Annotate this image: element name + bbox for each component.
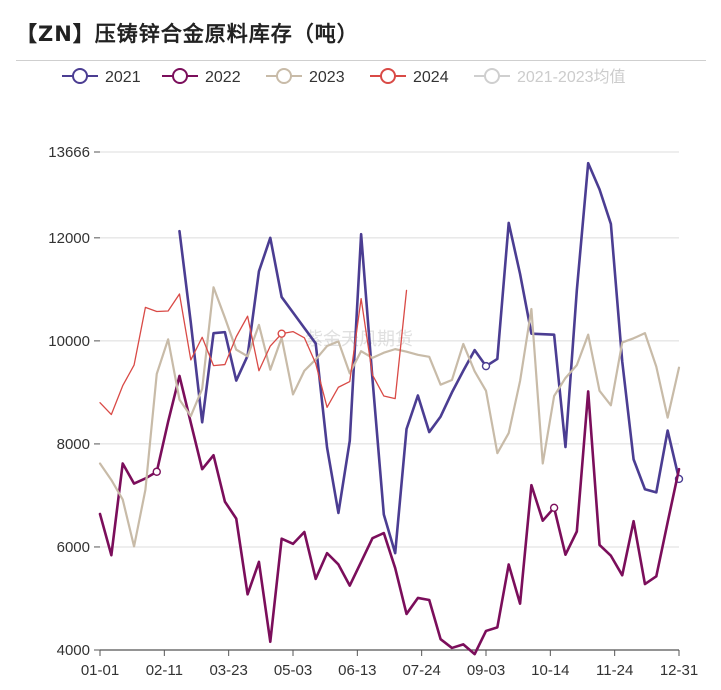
legend-item-2024[interactable]: 2024: [370, 68, 449, 86]
legend-label: 2021: [105, 69, 141, 86]
title-divider: [16, 60, 706, 61]
y-tick-label: 13666: [48, 144, 90, 161]
legend-label: 2023: [309, 69, 345, 86]
series-marker-2021[interactable]: [481, 361, 491, 371]
legend[interactable]: 2021 2022 2023 2024 2021-2023均值: [62, 68, 626, 86]
series-marker-2022[interactable]: [549, 503, 559, 513]
x-tick-label: 07-24: [402, 662, 440, 679]
y-tick-label: 10000: [48, 333, 90, 350]
legend-swatch-marker: [380, 68, 396, 84]
watermark: 紫金天风期货: [305, 329, 413, 350]
x-tick-label: 05-03: [274, 662, 312, 679]
legend-swatch-marker: [276, 68, 292, 84]
legend-swatch-marker: [72, 68, 88, 84]
legend-swatch-marker: [484, 68, 500, 84]
series-line-2022[interactable]: [98, 374, 681, 656]
x-tick-label: 03-23: [209, 662, 247, 679]
y-tick-label: 8000: [57, 436, 90, 453]
x-tick-label: 11-24: [596, 662, 633, 679]
y-tick-label: 4000: [57, 642, 90, 659]
chart-title: 【ZN】压铸锌合金原料库存（吨）: [16, 22, 359, 46]
legend-label: 2024: [413, 69, 449, 86]
legend-item-2022[interactable]: 2022: [162, 68, 241, 86]
x-tick-label: 01-01: [81, 662, 119, 679]
series-marker-2022[interactable]: [152, 467, 161, 476]
series-line-2023[interactable]: [98, 286, 681, 548]
x-tick-label: 10-14: [531, 662, 569, 679]
y-axis: 4000 6000 8000 10000 12000 13666: [48, 144, 100, 659]
legend-item-2021-2023均值[interactable]: 2021-2023均值: [474, 68, 626, 86]
series-lines: [98, 161, 684, 656]
legend-item-2023[interactable]: 2023: [266, 68, 345, 86]
legend-item-2021[interactable]: 2021: [62, 68, 141, 86]
series-line-2024[interactable]: [99, 289, 408, 416]
x-tick-label: 12-31: [660, 662, 698, 679]
x-tick-label: 06-13: [338, 662, 376, 679]
x-axis: 01-01 02-11 03-23 05-03 06-13 07-24 09-03 10-14…: [81, 649, 698, 679]
legend-swatch-marker: [172, 68, 188, 84]
y-tick-label: 12000: [48, 230, 90, 247]
legend-label: 2022: [205, 69, 241, 86]
x-tick-label: 02-11: [146, 662, 183, 679]
series-marker-2024[interactable]: [277, 329, 286, 338]
legend-label: 2021-2023均值: [517, 68, 626, 86]
series-line-2021[interactable]: [178, 161, 681, 555]
y-tick-label: 6000: [57, 539, 90, 556]
x-tick-label: 09-03: [467, 662, 505, 679]
